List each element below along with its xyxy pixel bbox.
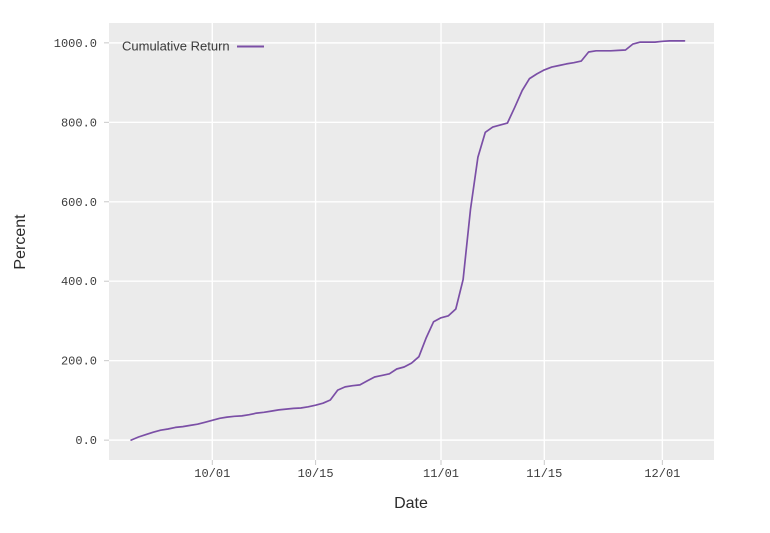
y-axis-title: Percent [12,214,29,270]
plot-panel [109,23,714,460]
y-tick-label: 0.0 [75,434,97,448]
series-line-cumulative-return [130,40,686,441]
legend-line-swatch [236,45,264,47]
legend-label: Cumulative Return [122,38,230,54]
x-tick-label: 11/01 [423,467,459,481]
x-tick-label: 12/01 [644,467,680,481]
x-tick-label: 10/01 [194,467,230,481]
x-tick-label: 11/15 [526,467,562,481]
y-tick-label: 1000.0 [54,37,97,51]
y-tick-label: 400.0 [61,275,97,289]
y-tick-label: 200.0 [61,355,97,369]
x-axis-title: Date [394,495,428,512]
x-tick-label: 10/15 [298,467,334,481]
y-tick-label: 800.0 [61,116,97,130]
legend: Cumulative Return [122,39,264,54]
y-tick-label: 600.0 [61,196,97,210]
